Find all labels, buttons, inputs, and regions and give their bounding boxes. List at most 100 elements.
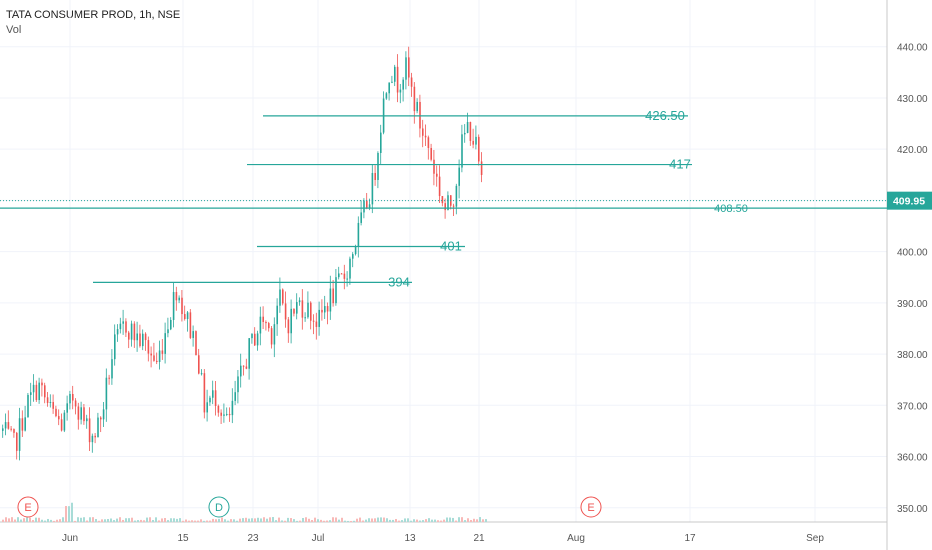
candle xyxy=(228,407,231,422)
candle xyxy=(142,329,144,351)
volume-bar xyxy=(152,520,154,522)
price-tick-label: 350.00 xyxy=(897,504,928,515)
candle xyxy=(290,299,292,344)
volume-bar xyxy=(260,518,262,522)
volume-bar xyxy=(485,519,487,522)
candle xyxy=(16,431,18,460)
candle xyxy=(175,286,178,311)
volume-bar xyxy=(425,519,427,522)
volume-bar xyxy=(473,518,475,522)
candle xyxy=(340,272,343,275)
volume-bar xyxy=(290,518,292,522)
candle xyxy=(55,405,57,418)
volume-bars xyxy=(2,502,487,522)
candle xyxy=(237,370,239,404)
candle xyxy=(480,152,483,183)
volume-bar xyxy=(44,520,46,522)
volume-bar xyxy=(167,520,169,522)
candle xyxy=(114,324,116,366)
volume-bar xyxy=(398,520,400,522)
candle xyxy=(464,124,466,143)
volume-bar xyxy=(452,517,454,522)
candle xyxy=(338,266,340,280)
candle xyxy=(422,119,424,148)
candle xyxy=(265,320,267,331)
volume-bar xyxy=(278,517,280,522)
candle xyxy=(133,321,136,348)
level-label: 401 xyxy=(440,239,462,254)
candle xyxy=(450,195,452,210)
volume-bar xyxy=(41,519,43,522)
candle xyxy=(268,321,270,332)
volume-bar xyxy=(221,517,223,522)
volume-bar xyxy=(56,519,58,522)
volume-bar xyxy=(386,518,388,522)
volume-bar xyxy=(14,519,16,522)
volume-bar xyxy=(479,517,481,522)
candle xyxy=(49,394,52,408)
volume-bar xyxy=(53,520,55,522)
price-tick-label: 400.00 xyxy=(897,248,928,259)
volume-bar xyxy=(104,519,106,522)
volume-bar xyxy=(308,518,310,522)
volume-bar xyxy=(407,518,409,522)
candle xyxy=(153,342,155,362)
candle xyxy=(452,203,455,217)
candle xyxy=(377,151,379,189)
volume-bar xyxy=(74,520,76,522)
candle xyxy=(408,46,410,87)
candle xyxy=(329,275,332,320)
candle xyxy=(413,82,416,124)
volume-bar xyxy=(77,517,79,522)
candle xyxy=(223,403,225,423)
earnings-event-icon[interactable]: E xyxy=(580,496,602,518)
candles[interactable] xyxy=(2,46,483,461)
volume-bar xyxy=(440,520,442,522)
candle xyxy=(217,404,220,417)
price-axis[interactable]: 350.00360.00370.00380.00390.00400.00410.… xyxy=(897,43,928,515)
volume-bar xyxy=(233,519,235,522)
earnings-event-icon[interactable]: E xyxy=(17,496,39,518)
volume-bar xyxy=(449,517,451,522)
candle xyxy=(158,340,161,370)
volume-bar xyxy=(287,517,289,522)
volume-bar xyxy=(35,517,37,522)
volume-bar xyxy=(281,520,283,522)
candle xyxy=(298,297,301,306)
candle xyxy=(430,143,432,162)
volume-bar xyxy=(137,520,139,522)
time-tick-label: Aug xyxy=(567,533,585,544)
volume-bar xyxy=(62,517,64,522)
volume-bar xyxy=(395,518,397,522)
candle xyxy=(396,54,399,103)
volume-bar xyxy=(341,517,343,522)
level-lines[interactable]: 426.50 417 408.50 401 394 xyxy=(0,108,887,289)
candle xyxy=(461,124,463,173)
candle xyxy=(231,388,234,424)
candle xyxy=(66,395,68,421)
volume-bar xyxy=(80,517,82,522)
volume-bar xyxy=(476,519,478,522)
candle xyxy=(438,165,441,204)
volume-bar xyxy=(23,518,25,522)
dividend-event-icon[interactable]: D xyxy=(208,496,230,518)
candle xyxy=(312,314,315,335)
volume-bar xyxy=(320,519,322,522)
candle xyxy=(472,128,474,149)
candle xyxy=(371,164,374,214)
candle xyxy=(212,380,214,405)
candle xyxy=(125,318,127,337)
candle xyxy=(170,317,172,331)
candle xyxy=(139,324,141,348)
time-axis[interactable]: Jun 15 23 Jul 13 21 Aug 17 Sep xyxy=(62,533,824,544)
candle xyxy=(391,75,393,84)
volume-bar xyxy=(314,517,316,522)
candle xyxy=(399,83,402,104)
candle xyxy=(52,394,54,414)
price-tick-label: 430.00 xyxy=(897,94,928,105)
candle xyxy=(167,317,169,338)
volume-bar xyxy=(131,517,133,522)
